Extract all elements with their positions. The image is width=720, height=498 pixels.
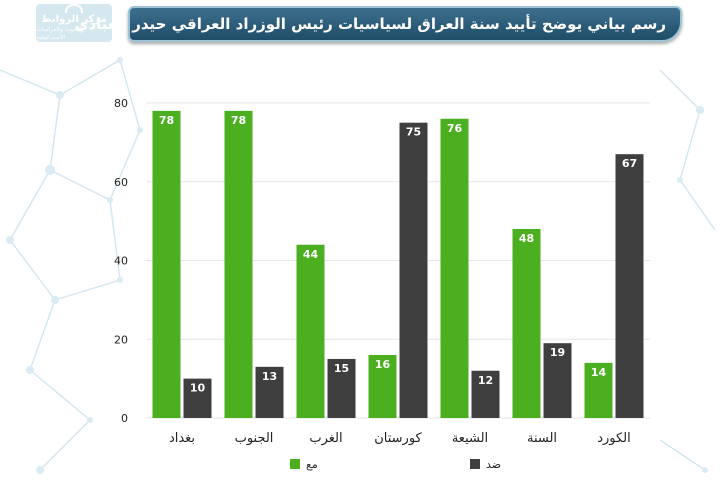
bar-oppose xyxy=(471,370,500,418)
data-label: 12 xyxy=(478,374,493,387)
bar-oppose xyxy=(543,343,572,418)
bar-oppose xyxy=(399,122,428,418)
bar-support xyxy=(224,110,253,418)
x-tick-label: الجنوب xyxy=(235,431,274,446)
data-label: 19 xyxy=(550,346,565,359)
legend-label: مع xyxy=(306,458,318,471)
title-banner: رسم بياني يوضح تأييد سنة العراق لسياسيات… xyxy=(75,6,682,42)
x-tick-label: الكورد xyxy=(597,431,631,446)
data-label: 67 xyxy=(622,157,637,170)
data-label: 78 xyxy=(159,114,174,127)
data-label: 15 xyxy=(334,362,349,375)
y-tick-label: 80 xyxy=(114,97,128,110)
logo-tagline: للبحوث والدراسات الاستراتيجية xyxy=(36,26,83,41)
y-tick-label: 20 xyxy=(114,333,128,346)
bar-support xyxy=(440,118,469,418)
data-label: 13 xyxy=(262,370,277,383)
chart-title: رسم بياني يوضح تأييد سنة العراق لسياسيات… xyxy=(74,15,666,33)
x-tick-label: الشيعة xyxy=(452,431,488,446)
bar-oppose xyxy=(615,154,644,418)
y-tick-label: 60 xyxy=(114,176,128,189)
bar-support xyxy=(584,362,613,418)
bar-oppose xyxy=(255,366,284,418)
bar-oppose xyxy=(327,358,356,418)
data-label: 14 xyxy=(591,366,607,379)
brand-logo: مركز الروابط للبحوث والدراسات الاستراتيج… xyxy=(36,4,112,42)
legend-swatch-support xyxy=(290,459,300,469)
data-label: 78 xyxy=(231,114,246,127)
data-label: 16 xyxy=(375,358,391,371)
bar-support xyxy=(512,229,541,418)
data-label: 48 xyxy=(519,232,534,245)
y-tick-label: 40 xyxy=(114,255,128,268)
x-tick-label: بغداد xyxy=(169,431,195,446)
data-label: 44 xyxy=(303,248,319,261)
logo-arc-icon xyxy=(65,4,83,13)
bar-support xyxy=(368,355,397,418)
bar-support xyxy=(152,110,181,418)
y-tick-label: 0 xyxy=(121,412,128,425)
x-tick-label: كورستان xyxy=(374,431,422,446)
data-label: 10 xyxy=(190,382,206,395)
logo-name: مركز الروابط xyxy=(41,14,107,25)
legend-label: ضد xyxy=(486,458,501,471)
bar-oppose xyxy=(183,378,212,418)
legend-swatch-oppose xyxy=(470,459,480,469)
x-tick-label: الغرب xyxy=(309,431,342,446)
x-tick-label: السنة xyxy=(527,431,557,446)
bar-support xyxy=(296,244,325,418)
data-label: 76 xyxy=(447,122,463,135)
data-label: 75 xyxy=(406,126,421,139)
